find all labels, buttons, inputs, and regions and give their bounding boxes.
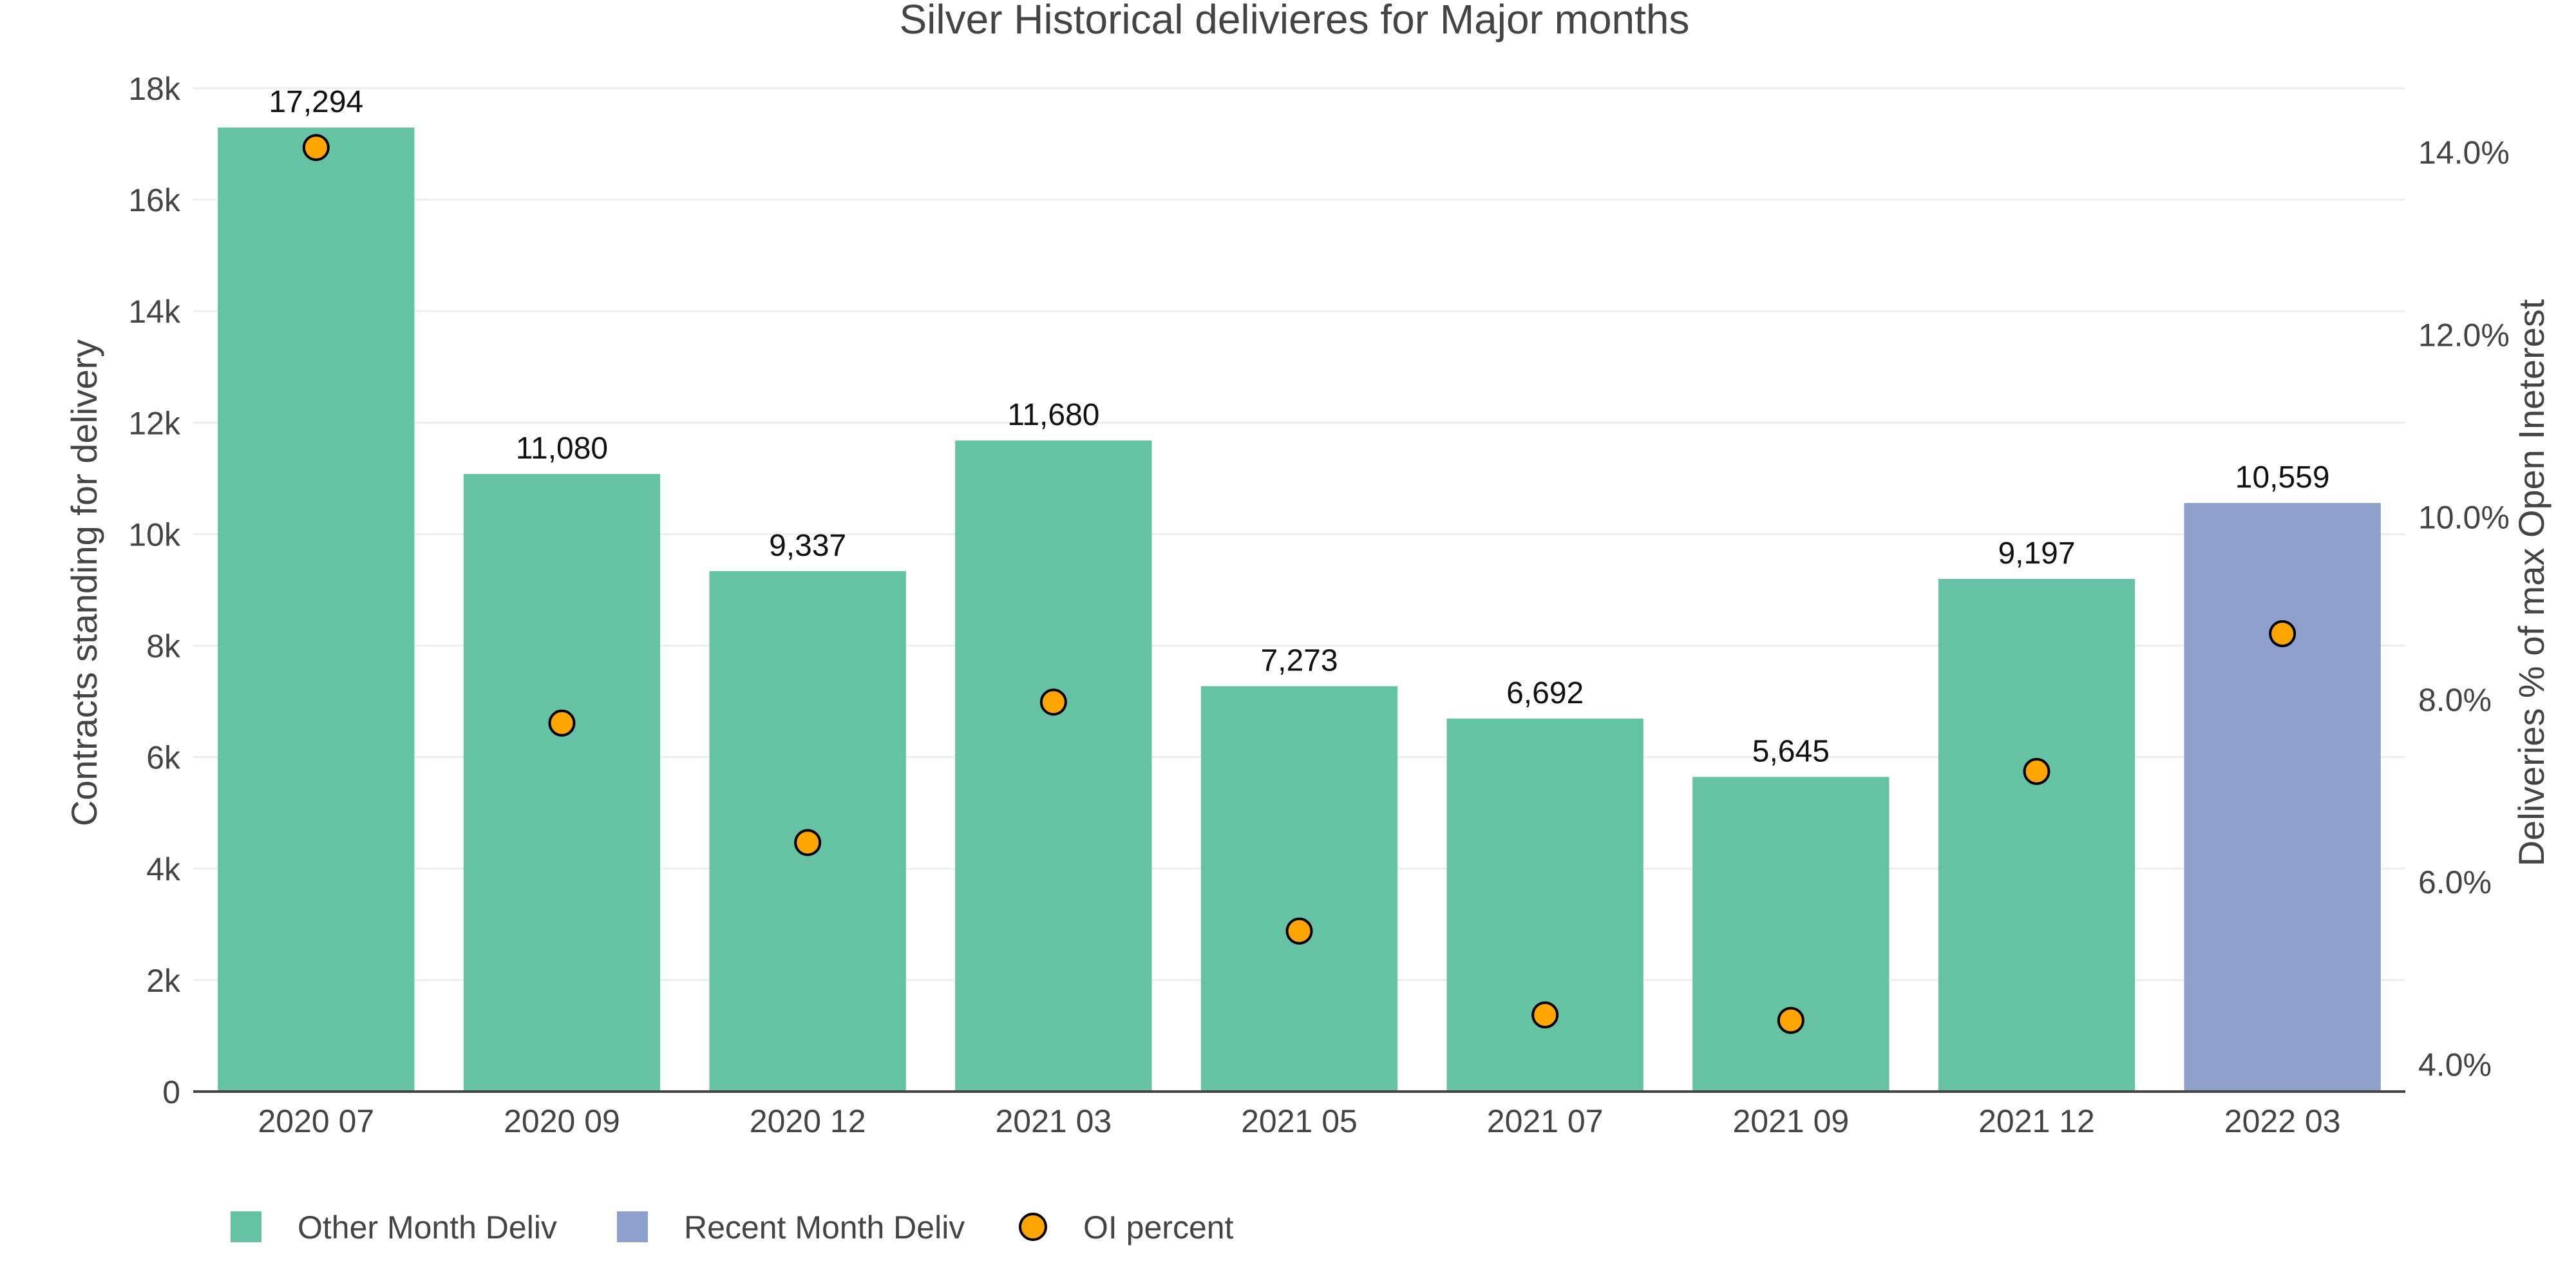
x-axis: 2020 07 2020 09 2020 12 2021 03 2021 05 2021 … — [193, 1090, 2405, 1139]
oi-point — [302, 134, 330, 162]
y-axis-left: 0 2k 4k 6k 8k 10k 12k 14k 16k 18k — [128, 71, 181, 1110]
data-label: 9,337 — [769, 529, 846, 563]
legend-label: Other Month Deliv — [298, 1209, 557, 1245]
x-tick-label: 2021 05 — [1241, 1103, 1358, 1139]
data-label: 9,197 — [1998, 536, 2075, 571]
legend-label: Recent Month Deliv — [684, 1209, 965, 1245]
bar-other — [1446, 718, 1643, 1092]
data-label: 17,294 — [269, 85, 363, 119]
y-axis-right: 4.0% 6.0% 8.0% 10.0% 12.0% 14.0% — [2418, 135, 2510, 1083]
oi-point — [2269, 620, 2297, 647]
y2-tick-label: 6.0% — [2418, 864, 2492, 900]
data-label: 11,080 — [516, 431, 608, 466]
y2-tick-label: 8.0% — [2418, 682, 2492, 718]
bar-other — [1938, 578, 2136, 1092]
x-tick-label: 2020 07 — [258, 1103, 374, 1139]
y2-tick-label: 14.0% — [2418, 135, 2510, 171]
y2-tick-label: 12.0% — [2418, 317, 2510, 353]
oi-point — [548, 709, 576, 737]
legend-swatch — [617, 1211, 648, 1242]
chart-title: Silver Historical delivieres for Major m… — [899, 0, 1689, 43]
y-tick-label: 16k — [128, 182, 181, 218]
data-labels: 17,294 11,080 9,337 11,680 7,273 6,692 5,645 9,… — [269, 85, 2329, 768]
legend-swatch — [1019, 1213, 1047, 1241]
data-label: 11,680 — [1007, 398, 1099, 432]
y2-axis-title: Deliveries % of max Open Ineterest — [2511, 299, 2552, 866]
legend-swatch — [231, 1211, 261, 1242]
oi-point — [1531, 1001, 1559, 1029]
x-tick-label: 2020 12 — [750, 1103, 866, 1139]
data-label: 5,645 — [1752, 734, 1830, 768]
bar-other — [1200, 686, 1398, 1092]
data-label: 6,692 — [1506, 676, 1584, 710]
x-tick-label: 2021 03 — [995, 1103, 1112, 1139]
bar-recent — [2184, 503, 2381, 1092]
y-tick-label: 12k — [128, 405, 181, 441]
oi-point — [1285, 917, 1313, 945]
data-label: 10,559 — [2235, 460, 2330, 495]
y-tick-label: 6k — [146, 740, 181, 776]
x-tick-label: 2020 09 — [504, 1103, 620, 1139]
y-tick-label: 0 — [162, 1074, 180, 1110]
legend-label: OI percent — [1083, 1209, 1234, 1245]
y-tick-label: 8k — [146, 629, 181, 665]
oi-point — [1777, 1007, 1804, 1034]
y-tick-label: 18k — [128, 71, 181, 107]
y2-tick-label: 10.0% — [2418, 500, 2510, 536]
x-tick-label: 2021 12 — [1978, 1103, 2095, 1139]
bar-other — [218, 128, 415, 1092]
bar-other — [955, 440, 1152, 1092]
bar-other — [463, 473, 661, 1092]
y-axis-title: Contracts standing for delivery — [64, 339, 104, 826]
y2-tick-label: 4.0% — [2418, 1047, 2492, 1083]
oi-points — [302, 134, 2297, 1034]
data-label: 7,273 — [1260, 643, 1338, 677]
x-tick-label: 2022 03 — [2224, 1103, 2341, 1139]
oi-point — [794, 829, 822, 857]
y-tick-label: 10k — [128, 516, 181, 553]
bar-other — [1692, 777, 1889, 1092]
oi-point — [1039, 688, 1067, 716]
oi-point — [2023, 757, 2050, 785]
y-tick-label: 4k — [146, 851, 181, 887]
y-tick-label: 2k — [146, 963, 181, 999]
x-tick-label: 2021 07 — [1487, 1103, 1604, 1139]
bars — [218, 128, 2381, 1092]
x-tick-label: 2021 09 — [1732, 1103, 1849, 1139]
y-tick-label: 14k — [128, 294, 181, 330]
legend: Other Month Deliv Recent Month Deliv OI pe… — [231, 1209, 1234, 1245]
